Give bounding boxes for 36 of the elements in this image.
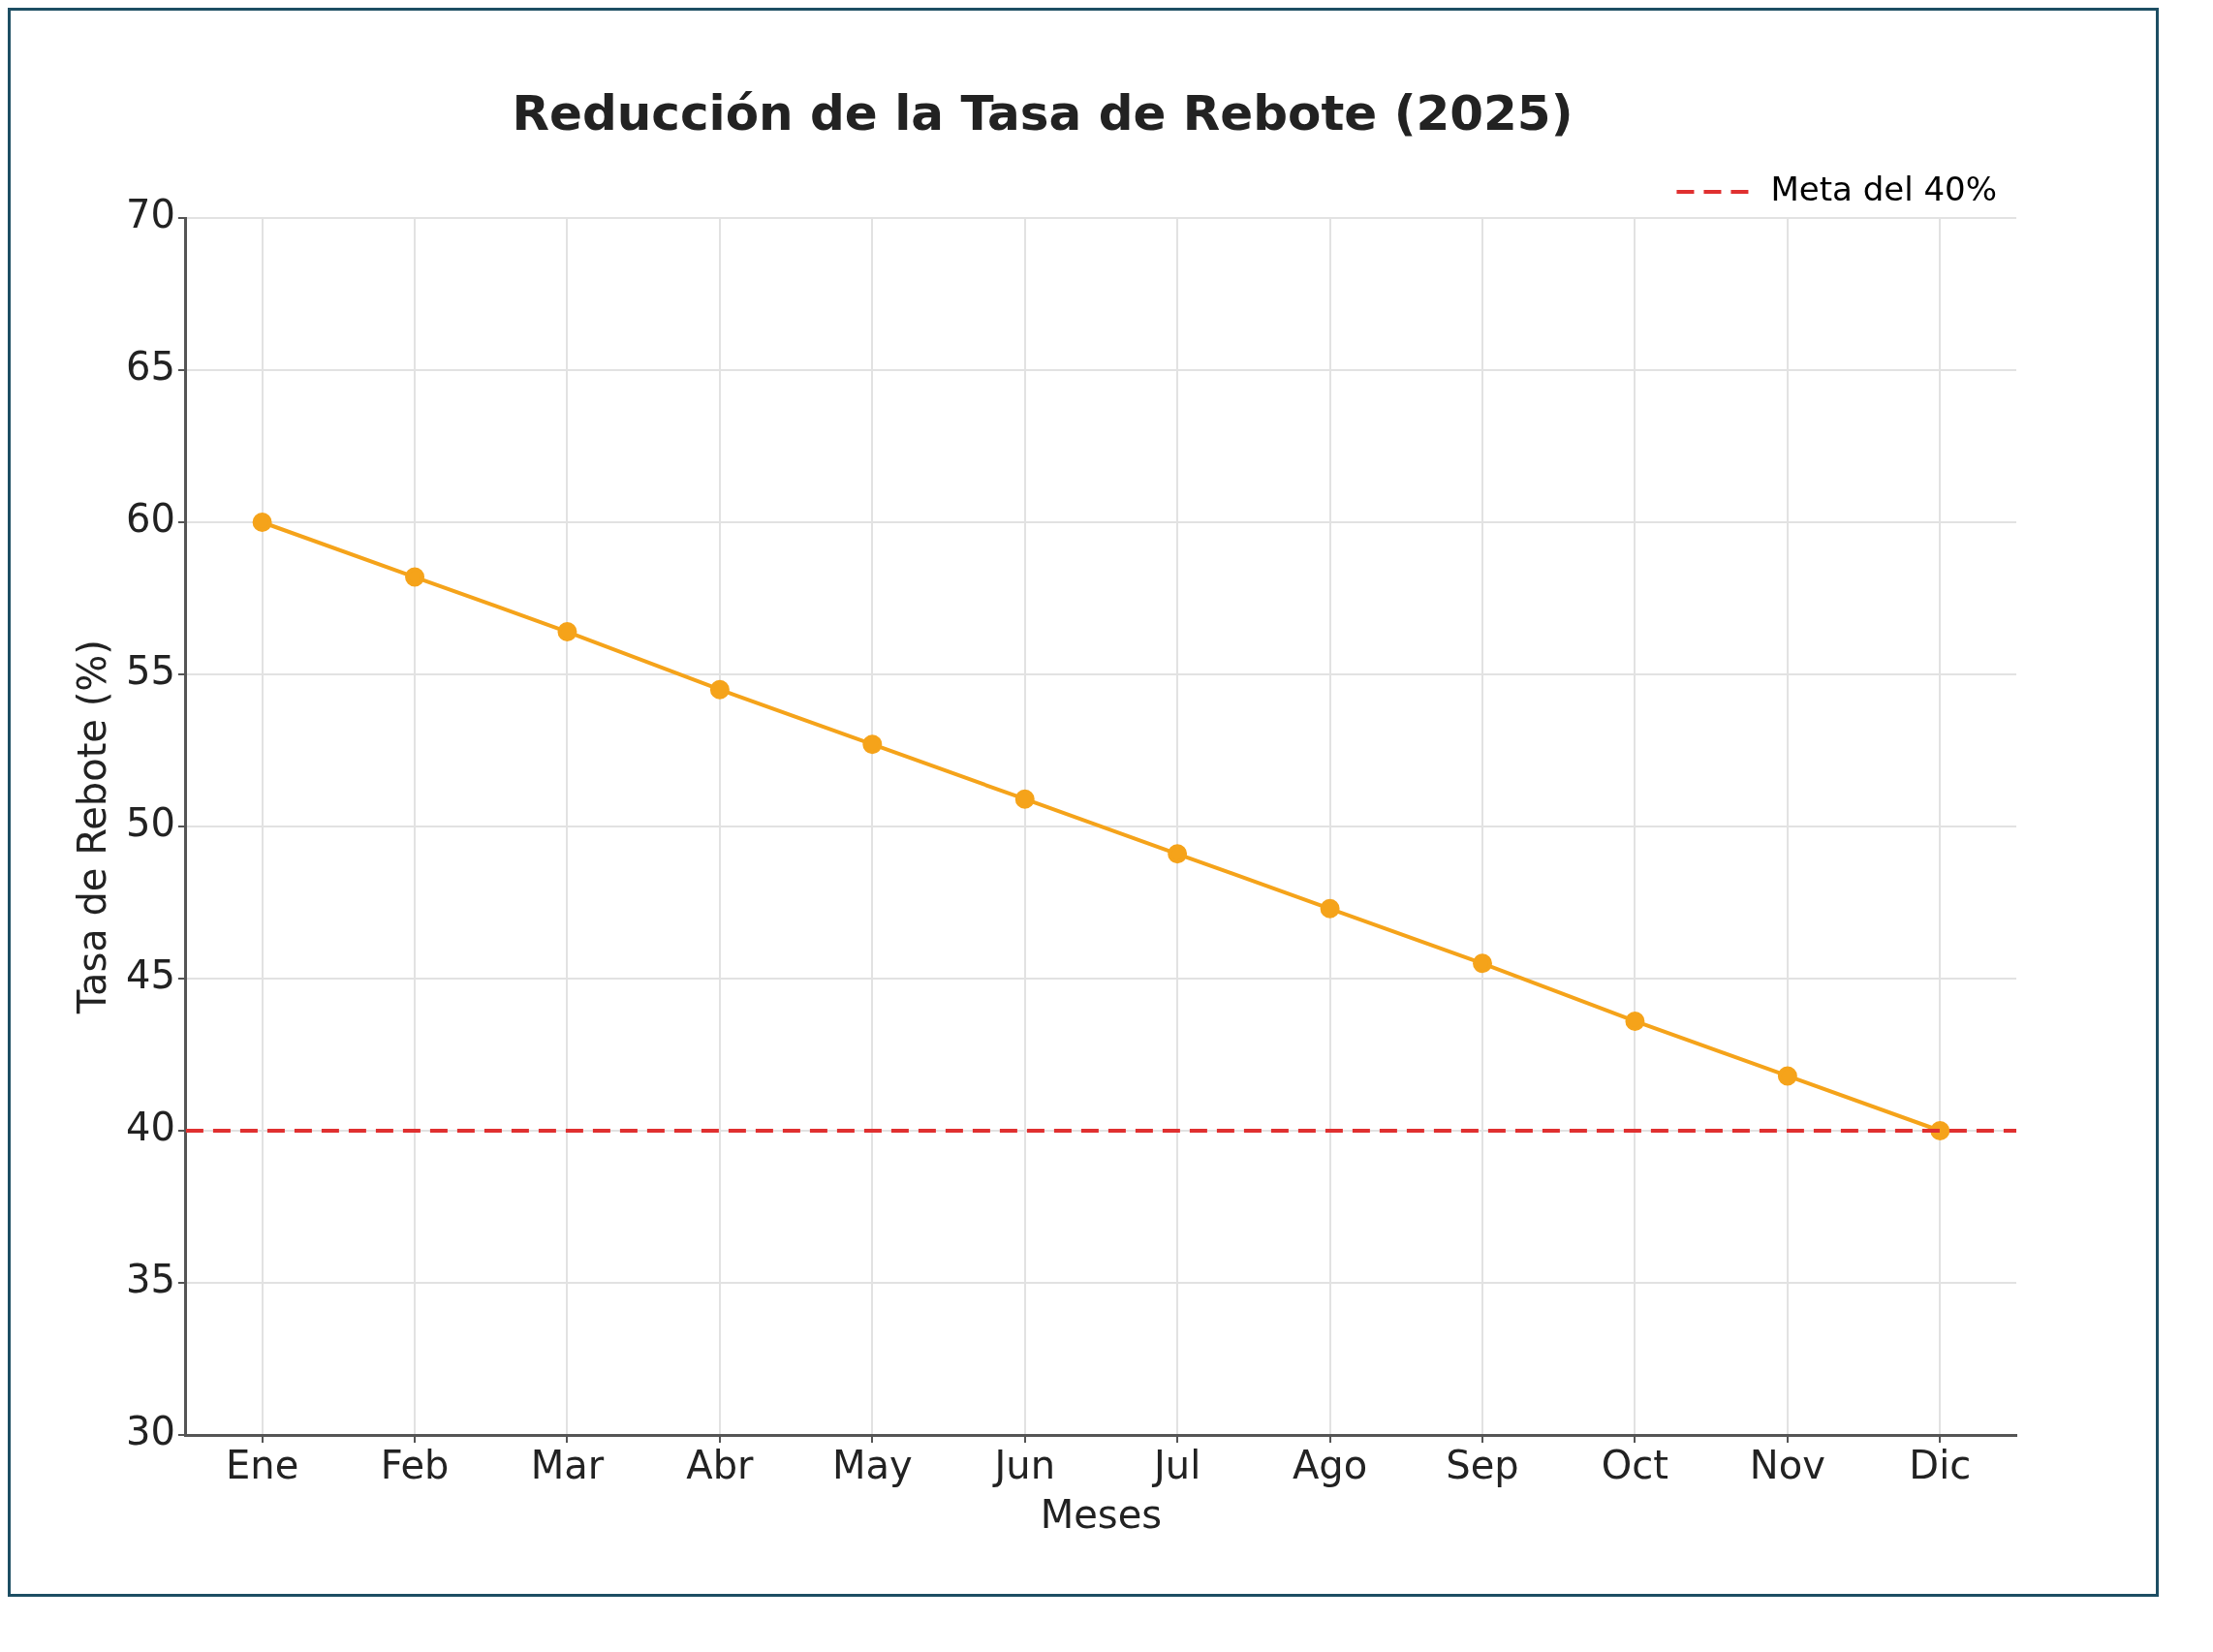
x-axis-title: Meses [1040,1492,1163,1538]
point [1320,898,1340,919]
y-tick-label: 30 [125,1409,175,1454]
point [1777,1066,1797,1086]
x-tick-label: Jul [1151,1443,1201,1488]
x-tick-label: Nov [1749,1443,1825,1488]
y-tick-label: 60 [125,496,175,542]
y-tick-label: 55 [125,648,175,694]
point [709,679,730,700]
y-axis-title: Tasa de Rebote (%) [70,639,115,1014]
x-tick-label: Feb [380,1443,450,1488]
x-tick-label: Jun [991,1443,1055,1488]
x-tick-label: Ene [225,1443,299,1488]
point [1625,1011,1645,1031]
y-tick-label: 45 [125,952,175,998]
point [405,567,425,587]
legend-label: Meta del 40% [1770,169,1998,208]
y-tick-label: 50 [125,800,175,846]
point [557,622,577,642]
y-tick-label: 40 [125,1105,175,1150]
y-tick-label: 35 [125,1257,175,1302]
x-tick-label: Sep [1446,1443,1519,1488]
x-tick-label: Ago [1292,1443,1368,1488]
x-tick-label: Abr [686,1443,755,1488]
point [252,513,272,532]
point [1168,844,1188,864]
point [862,734,883,755]
x-tick-label: May [831,1443,913,1488]
y-tick-label: 70 [125,192,175,237]
x-tick-label: Oct [1601,1443,1669,1488]
point [1473,953,1493,974]
y-tick-label: 65 [125,344,175,390]
x-tick-label: Dic [1909,1443,1972,1488]
x-tick-label: Mar [530,1443,605,1488]
point [1014,789,1035,809]
chart-title: Reducción de la Tasa de Rebote (2025) [512,84,1574,141]
